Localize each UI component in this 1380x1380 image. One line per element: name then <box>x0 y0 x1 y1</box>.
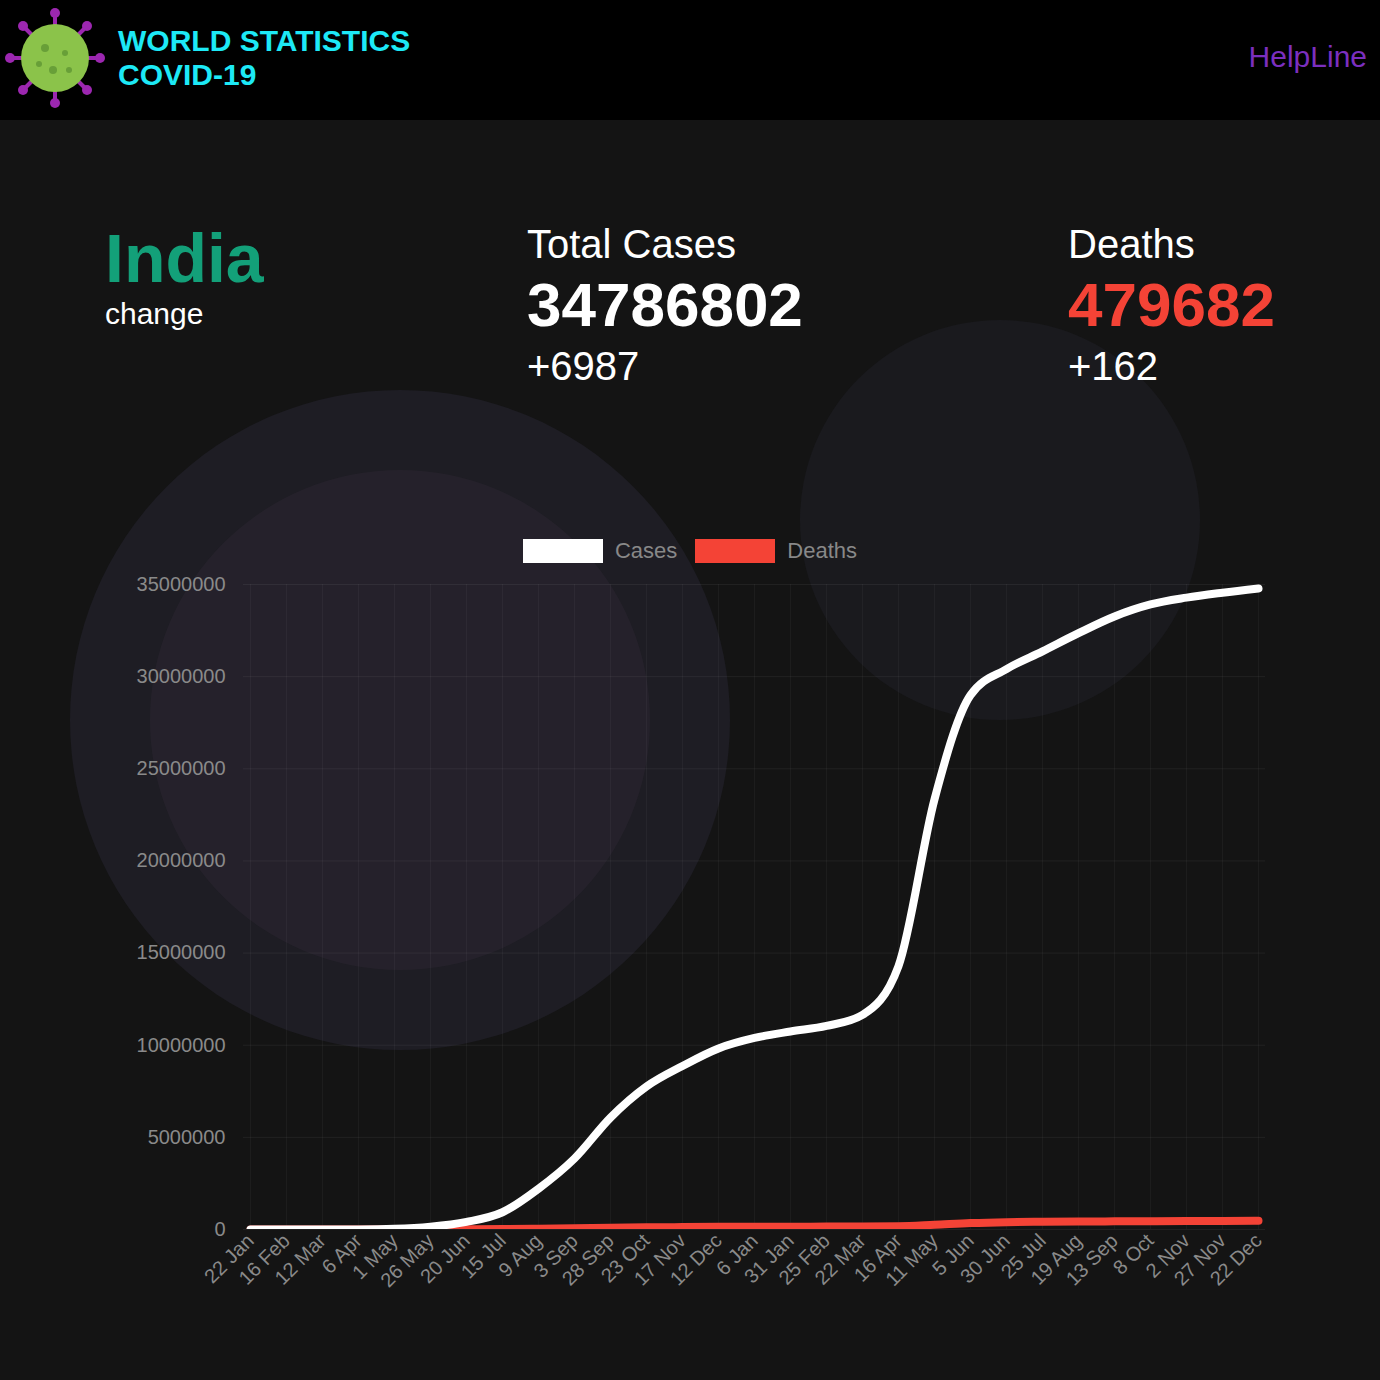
svg-text:8 Oct: 8 Oct <box>1108 1229 1158 1279</box>
html-text:+6987: +6987 <box>527 344 640 388</box>
svg-text:26 May: 26 May <box>375 1229 438 1292</box>
svg-text:19 Aug: 19 Aug <box>1026 1229 1086 1289</box>
svg-text:5000000: 5000000 <box>148 1126 226 1148</box>
html-text:479682: 479682 <box>1068 270 1275 339</box>
svg-text:16 Apr: 16 Apr <box>849 1229 906 1286</box>
svg-text:28 Sep: 28 Sep <box>557 1229 618 1290</box>
html-text:COVID-19: COVID-19 <box>118 58 257 91</box>
svg-text:9 Aug: 9 Aug <box>494 1229 546 1281</box>
html-text:Deaths: Deaths <box>1068 222 1195 266</box>
html-text:34786802: 34786802 <box>527 270 803 339</box>
svg-text:13 Sep: 13 Sep <box>1061 1229 1122 1290</box>
svg-text:3 Sep: 3 Sep <box>529 1229 582 1282</box>
html-text:change: change <box>105 297 204 330</box>
svg-text:1 May: 1 May <box>347 1229 402 1284</box>
svg-text:22 Jan: 22 Jan <box>199 1229 258 1288</box>
svg-text:2 Nov: 2 Nov <box>1141 1229 1194 1282</box>
svg-text:22 Mar: 22 Mar <box>810 1229 870 1289</box>
html-text:Cases: Cases <box>615 538 678 563</box>
svg-text:16 Feb: 16 Feb <box>234 1229 294 1289</box>
html-text:Deaths: Deaths <box>787 538 857 563</box>
svg-text:20000000: 20000000 <box>137 849 226 871</box>
svg-text:25000000: 25000000 <box>137 757 226 779</box>
svg-text:22 Dec: 22 Dec <box>1205 1229 1265 1289</box>
svg-text:6 Jan: 6 Jan <box>711 1229 762 1280</box>
html-text:India: India <box>105 220 264 296</box>
html-text:+162: +162 <box>1068 344 1159 388</box>
svg-text:5 Jun: 5 Jun <box>927 1229 978 1280</box>
svg-text:35000000: 35000000 <box>137 573 226 595</box>
svg-text:27 Nov: 27 Nov <box>1169 1229 1230 1290</box>
svg-text:12 Dec: 12 Dec <box>665 1229 726 1290</box>
svg-text:6 Apr: 6 Apr <box>317 1229 366 1278</box>
html-text:WORLD STATISTICS: WORLD STATISTICS <box>118 24 411 57</box>
svg-text:0: 0 <box>214 1218 225 1240</box>
svg-text:30 Jun: 30 Jun <box>955 1229 1014 1288</box>
svg-text:15 Jul: 15 Jul <box>456 1229 510 1283</box>
svg-text:15000000: 15000000 <box>137 941 226 963</box>
svg-text:20 Jun: 20 Jun <box>415 1229 474 1288</box>
svg-text:30000000: 30000000 <box>137 665 226 687</box>
svg-text:25 Jul: 25 Jul <box>996 1229 1050 1283</box>
svg-text:31 Jan: 31 Jan <box>739 1229 798 1288</box>
svg-text:23 Oct: 23 Oct <box>596 1229 654 1287</box>
html-text:Total Cases: Total Cases <box>527 222 736 266</box>
html-text:HelpLine: HelpLine <box>1248 40 1367 73</box>
svg-text:12 Mar: 12 Mar <box>270 1229 330 1289</box>
svg-text:25 Feb: 25 Feb <box>774 1229 834 1289</box>
svg-text:10000000: 10000000 <box>137 1034 226 1056</box>
svg-text:17 Nov: 17 Nov <box>629 1229 690 1290</box>
svg-text:11 May: 11 May <box>881 1229 942 1291</box>
